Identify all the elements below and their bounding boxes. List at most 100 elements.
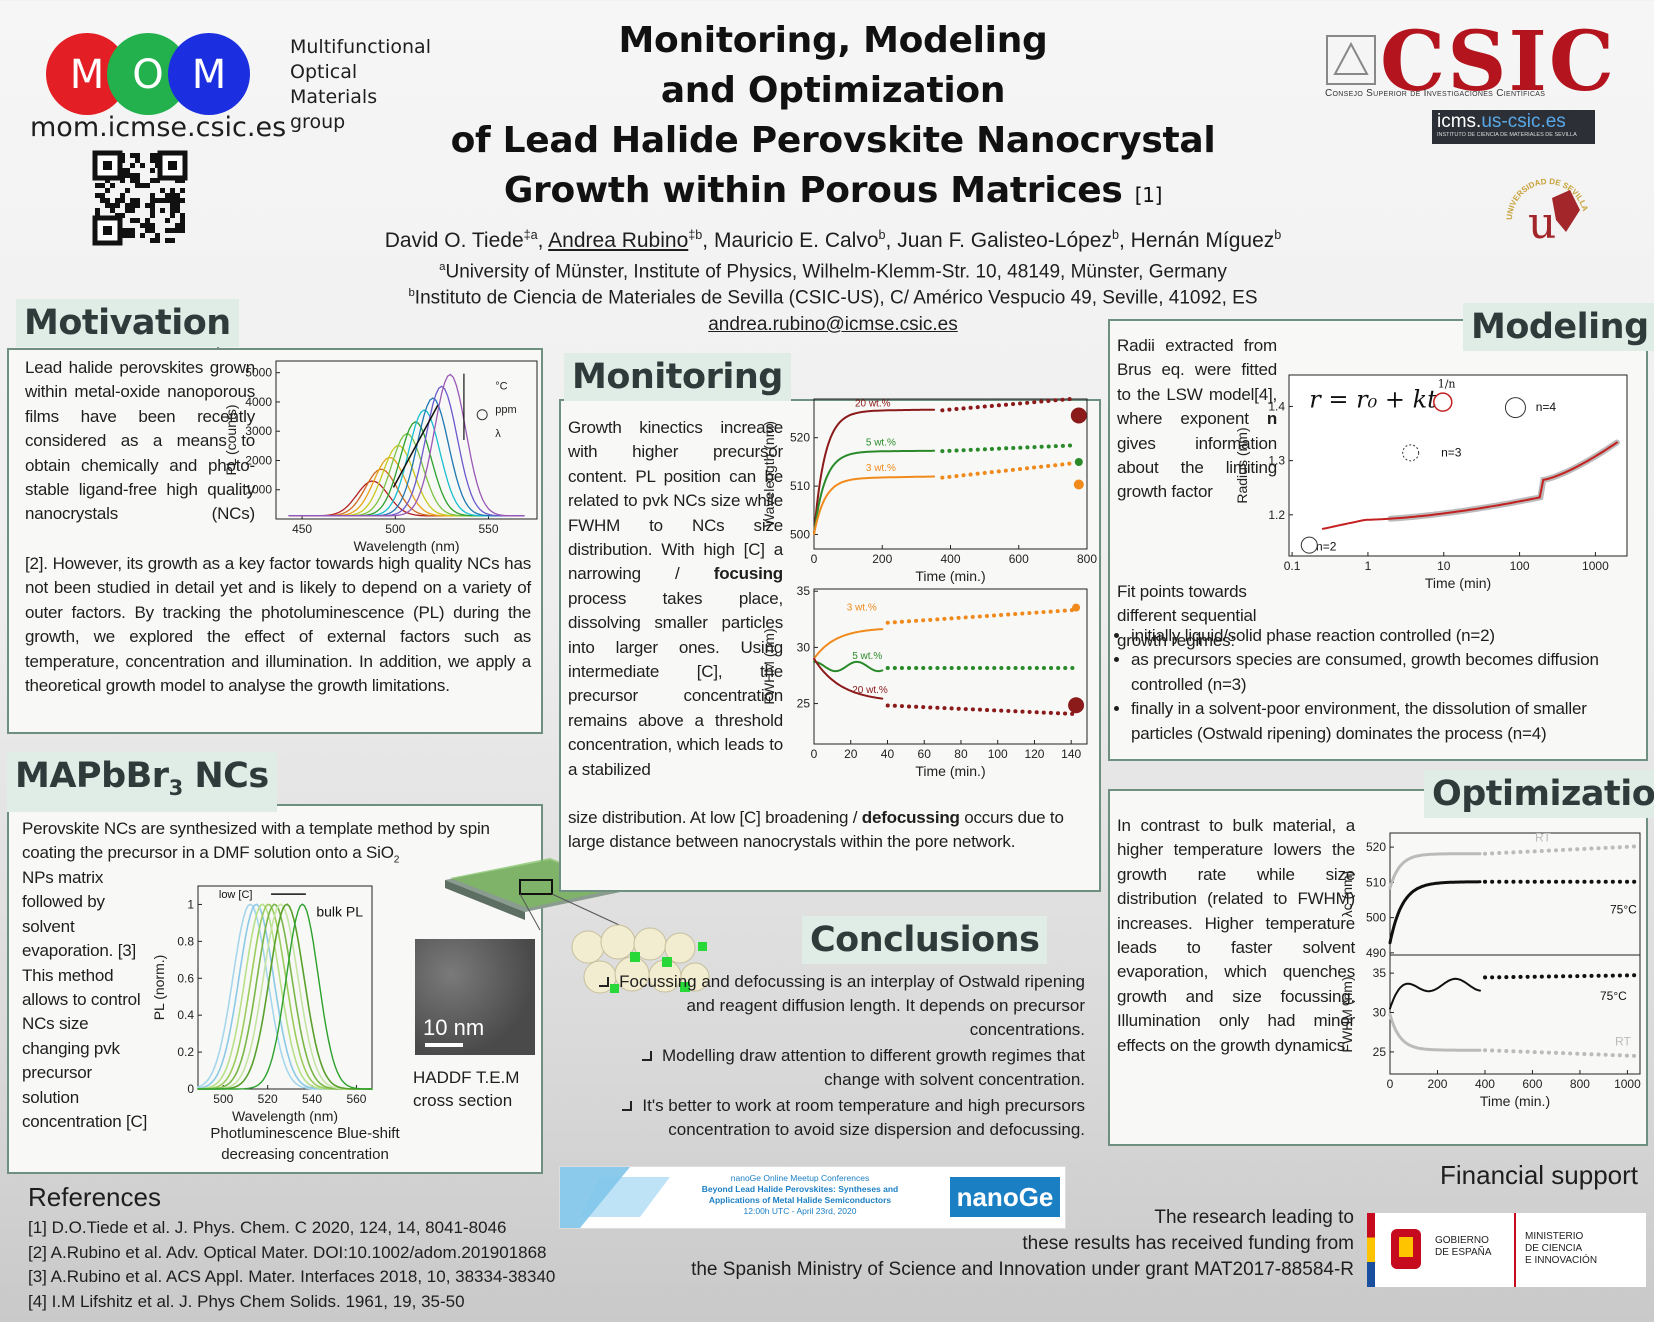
end-marker (1070, 407, 1087, 424)
paragraph: Growth kinectics increase with higher pr… (568, 416, 783, 782)
list-item: initially liquid/solid phase reaction co… (1131, 624, 1639, 648)
banner-line: 12:00h UTC - April 23rd, 2020 (743, 1206, 857, 1216)
x-tick-label: 200 (1427, 1077, 1447, 1091)
us-logo: UNIVERSIDAD DE SEVILLA u (1505, 177, 1590, 249)
y-tick-label: 30 (797, 640, 811, 654)
y-tick-label: 30 (1373, 1006, 1387, 1020)
funding-text: The research leading to these results ha… (691, 1205, 1354, 1283)
x-tick-label: 600 (1522, 1077, 1542, 1091)
tem-image: 10 nm (415, 939, 535, 1055)
x-tick-label: 0.1 (1284, 559, 1301, 573)
curve (813, 660, 884, 673)
qr-finder (168, 161, 177, 170)
qr-code (92, 150, 188, 246)
qr-cell (160, 208, 165, 213)
affiliation: aUniversity of Münster, Institute of Phy… (333, 261, 1333, 283)
qr-cell (150, 208, 155, 213)
qr-cell (95, 193, 100, 198)
qr-cell (175, 203, 180, 208)
x-tick-label: 120 (1024, 747, 1044, 761)
curve (1388, 852, 1482, 890)
y-tick-label: 25 (1373, 1045, 1387, 1059)
text-run: MAPbBr (15, 756, 169, 796)
x-axis-label: Time (min.) (915, 763, 985, 779)
plot-frame (197, 885, 373, 1090)
text-run: , Mauricio E. Calvo (702, 229, 879, 252)
y-axis-label: λc (nm) (1339, 871, 1355, 918)
end-marker (1074, 458, 1083, 466)
qr-cell (130, 163, 135, 168)
curve (288, 421, 525, 517)
nanocrystal (610, 984, 619, 993)
logo-circle (168, 33, 250, 115)
logo-letter: O (132, 52, 163, 98)
x-tick-label: 400 (940, 552, 960, 566)
y-tick-label: 5000 (245, 366, 272, 380)
sphere (600, 924, 636, 960)
curve (1483, 844, 1637, 856)
title-text: Growth within Porous Matrices (503, 170, 1123, 211)
qr-cell (170, 203, 175, 208)
section-heading: Conclusions (802, 916, 1048, 964)
y-tick-label: 3000 (245, 424, 272, 438)
y-tick-label: 1.2 (1268, 508, 1285, 522)
qr-cell (115, 198, 120, 203)
qr-cell (150, 213, 155, 218)
y-tick-label: 35 (797, 584, 811, 598)
qr-cell (135, 198, 140, 203)
nanocrystal (698, 942, 707, 951)
text-run: b (878, 228, 886, 242)
x-tick-label: 0 (811, 552, 818, 566)
x-tick-label: 60 (918, 747, 932, 761)
qr-cell (180, 188, 185, 193)
text-run: b (1274, 228, 1282, 242)
scale-bar (425, 1043, 463, 1047)
regime-icon (1504, 397, 1526, 419)
regime-icon (1300, 536, 1318, 554)
reference-list: [1] D.O.Tiede et al. J. Phys. Chem. C 20… (28, 1216, 555, 1314)
curve (1388, 880, 1482, 945)
series-label: 3 wt.% (866, 463, 896, 474)
y-tick-label: 4000 (245, 395, 272, 409)
qr-cell (175, 198, 180, 203)
qr-cell (175, 193, 180, 198)
qr-cell (125, 228, 130, 233)
qr-cell (165, 218, 170, 223)
curve (1388, 1013, 1482, 1052)
series-label: RT (1535, 831, 1551, 845)
x-tick-label: 200 (872, 552, 892, 566)
qr-cell (100, 198, 105, 203)
text-run: Perovskite NCs are synthesized with a te… (22, 819, 490, 863)
x-tick-label: 800 (1077, 552, 1097, 566)
qr-cell (145, 203, 150, 208)
csic-emblem (1326, 35, 1376, 85)
qr-cell (150, 193, 155, 198)
fwhm-temp-figure: 0 200 400 600 800 1000 25 30 35 Time (min.) FWHM (… (1339, 954, 1641, 1109)
series-label: ppm (495, 404, 516, 416)
paragraph: NPs matrix followed by solvent evaporati… (22, 866, 150, 1134)
text-run: Lead halide perovskites grown within met… (25, 358, 255, 524)
text-run: a (439, 261, 446, 273)
qr-cell (175, 208, 180, 213)
logo-circle (107, 33, 189, 115)
min-line: E INNOVACIÓN (1525, 1255, 1598, 1266)
curve (1483, 973, 1637, 980)
icms-text: us-csic.es (1481, 111, 1566, 132)
qr-cell (130, 173, 135, 178)
curve (197, 903, 373, 1090)
y-axis-label: Wavelength (nm) (761, 421, 777, 527)
x-tick-label: 560 (346, 1092, 366, 1106)
text-run: ‡b (688, 228, 703, 242)
x-tick-label: 450 (292, 522, 312, 536)
y-tick-label: 0.6 (177, 971, 194, 985)
qr-cell (150, 153, 155, 158)
y-tick-label: 25 (797, 697, 811, 711)
x-tick-label: 1000 (1582, 559, 1609, 573)
qr-cell (165, 198, 170, 203)
x-tick-label: 0 (1387, 1077, 1394, 1091)
x-tick-label: 800 (1570, 1077, 1590, 1091)
nanocrystal (662, 957, 672, 967)
end-marker (1073, 479, 1084, 490)
wavelength-figure: 0 200 400 600 800 500 510 520 Time (min.) Wavelen… (761, 396, 1097, 584)
caption-line: Photluminescence Blue-shift (210, 1125, 400, 1142)
